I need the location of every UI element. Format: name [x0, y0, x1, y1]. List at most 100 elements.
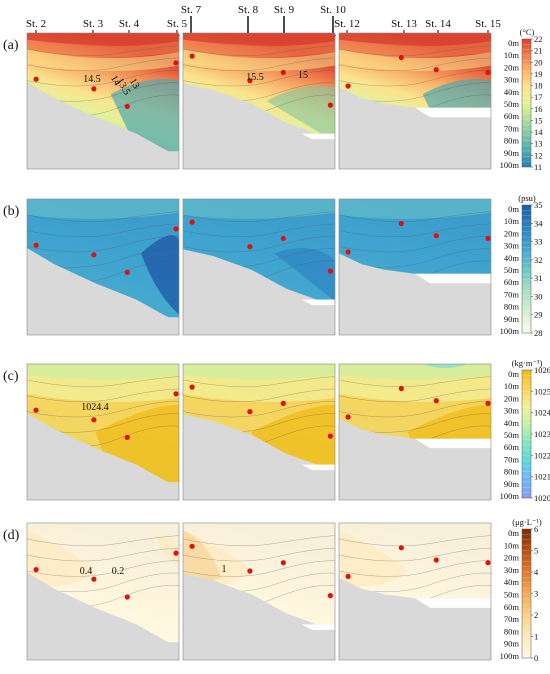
colorbar-tick-label: 2 — [534, 610, 538, 620]
sample-point — [189, 53, 195, 59]
station-label: St. 12 — [334, 18, 360, 30]
seabed-land — [27, 572, 179, 660]
field-patch — [339, 39, 491, 57]
panel-density: (c) 1024.4 — [3, 363, 492, 501]
sample-point — [280, 69, 286, 75]
sample-point — [173, 226, 179, 232]
colorbar-tick-label: 14 — [534, 127, 543, 137]
depth-tick-label: 70m — [504, 289, 520, 299]
contour-line — [182, 45, 336, 56]
section-panel — [26, 363, 180, 501]
contour-line — [26, 388, 180, 402]
section-panel — [182, 363, 336, 501]
depth-tick-label: 60m — [504, 442, 520, 452]
colorbar-tick-label: 1023 — [534, 429, 550, 439]
colorbar: (psu)35 34 33 32 31 30 29 28 0m 10m 20m 30m 40m 50m 60… — [500, 193, 544, 338]
section-panel — [26, 522, 180, 661]
depth-tick-label: 30m — [504, 406, 520, 416]
depth-tick-label: 20m — [504, 553, 520, 563]
contour-label: 15.5 — [246, 72, 264, 83]
depth-tick-label: 40m — [504, 418, 520, 428]
contour-line — [26, 560, 180, 577]
depth-tick-label: 10m — [504, 381, 520, 391]
sample-point — [398, 545, 404, 551]
sample-point — [173, 60, 179, 66]
colorbar-title: (μg·L⁻¹) — [512, 517, 542, 527]
sample-point — [124, 269, 130, 275]
depth-tick-label: 40m — [504, 253, 520, 263]
contour-line — [26, 401, 180, 418]
sample-point — [91, 86, 97, 92]
sample-point — [280, 400, 286, 406]
depth-tick-label: 100m — [500, 491, 520, 501]
no-data-area — [301, 299, 335, 306]
sample-point — [247, 568, 253, 574]
no-data-area — [415, 273, 491, 284]
depth-tick-label: 50m — [504, 265, 520, 275]
sample-point — [327, 102, 333, 108]
contour-line — [338, 45, 492, 56]
contour-label: 14.5 — [83, 74, 101, 85]
depth-tick-label: 100m — [500, 326, 520, 336]
colorbar-tick-label: 20 — [534, 57, 543, 67]
colorbar-title: (°C) — [520, 27, 535, 37]
section-border — [338, 363, 492, 501]
contour-label: 13 — [127, 77, 142, 91]
station-label: St. 10 — [320, 4, 346, 16]
field-patch — [27, 199, 179, 219]
seabed-land — [183, 249, 335, 335]
field-patch — [183, 199, 335, 219]
sample-point — [189, 543, 195, 549]
depth-tick-label: 20m — [504, 393, 520, 403]
seabed-land — [183, 573, 335, 660]
sample-point — [398, 220, 404, 227]
section-panel — [338, 363, 492, 501]
contour-line — [338, 547, 492, 562]
contour-line — [182, 223, 336, 237]
section-border — [182, 522, 336, 661]
colorbar-tick-label: 1020 — [534, 493, 550, 503]
depth-tick-label: 80m — [504, 467, 520, 477]
field-patch — [27, 33, 179, 45]
depth-tick-label: 30m — [504, 75, 520, 85]
sample-point — [345, 83, 351, 89]
contour-label: 1 — [222, 564, 227, 575]
depth-tick-label: 90m — [504, 639, 520, 649]
sample-point — [280, 235, 286, 241]
panel-label: (a) — [3, 38, 19, 53]
colorbar-tick-label: 15 — [534, 115, 543, 125]
colorbar-tick-label: 18 — [534, 81, 543, 91]
contour-line — [182, 547, 336, 562]
contour-label: 1024.4 — [81, 402, 109, 413]
field-patch — [141, 235, 179, 315]
no-data-area — [415, 438, 491, 449]
contour-line — [338, 223, 492, 237]
field-patch — [339, 364, 491, 380]
sample-point — [345, 249, 351, 255]
depth-tick-label: 80m — [504, 626, 520, 636]
panel-label: (d) — [3, 528, 20, 543]
station-label: St. 14 — [425, 18, 451, 30]
station-label: St. 7 — [181, 4, 202, 16]
station-label: St. 2 — [26, 18, 46, 30]
sample-point — [247, 78, 253, 84]
sample-point — [433, 67, 439, 73]
colorbar-tick-label: 22 — [534, 34, 543, 44]
contour-label: 15 — [298, 70, 308, 81]
depth-tick-label: 100m — [500, 651, 520, 661]
section-border — [26, 198, 180, 336]
no-data-area — [301, 624, 335, 630]
field-patch — [156, 535, 179, 565]
panel-salinity: (b) — [3, 198, 492, 336]
contour-line — [338, 376, 492, 387]
sample-point — [327, 268, 333, 274]
colorbar-tick-label: 1022 — [534, 450, 550, 460]
colorbar-title: (kg·m⁻³) — [512, 358, 543, 368]
sample-point — [485, 69, 491, 75]
depth-tick-label: 50m — [504, 590, 520, 600]
colorbar-tick-label: 32 — [534, 255, 543, 265]
depth-tick-label: 20m — [504, 228, 520, 238]
station-label: St. 9 — [274, 4, 295, 16]
